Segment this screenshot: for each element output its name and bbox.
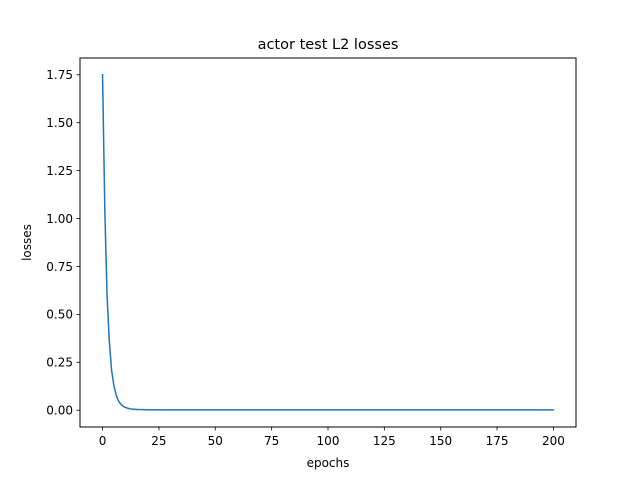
series-line bbox=[101, 74, 555, 411]
y-tick-label: 1.25 bbox=[46, 164, 73, 178]
y-tick-label: 0.00 bbox=[46, 404, 73, 418]
x-axis: 0 25 50 75 100 125 150 175 200 bbox=[99, 427, 565, 448]
x-axis-label: epochs bbox=[307, 456, 350, 470]
y-tick-label: 0.75 bbox=[46, 260, 73, 274]
y-axis: 0.00 0.25 0.50 0.75 1.00 1.25 1.50 1.75 bbox=[46, 68, 80, 418]
chart-title: actor test L2 losses bbox=[258, 37, 399, 53]
y-tick-label: 0.25 bbox=[46, 356, 73, 370]
x-tick-label: 75 bbox=[264, 434, 279, 448]
x-tick-label: 150 bbox=[429, 434, 452, 448]
x-tick-label: 100 bbox=[317, 434, 340, 448]
y-tick-label: 0.50 bbox=[46, 308, 73, 322]
x-tick-label: 25 bbox=[151, 434, 166, 448]
y-tick-label: 1.50 bbox=[46, 116, 73, 130]
x-tick-label: 0 bbox=[99, 434, 107, 448]
x-tick-label: 175 bbox=[486, 434, 509, 448]
y-tick-label: 1.75 bbox=[46, 68, 73, 82]
x-tick-label: 50 bbox=[208, 434, 223, 448]
y-axis-label: losses bbox=[20, 224, 34, 261]
x-tick-label: 125 bbox=[373, 434, 396, 448]
x-tick-label: 200 bbox=[542, 434, 565, 448]
y-tick-label: 1.00 bbox=[46, 212, 73, 226]
